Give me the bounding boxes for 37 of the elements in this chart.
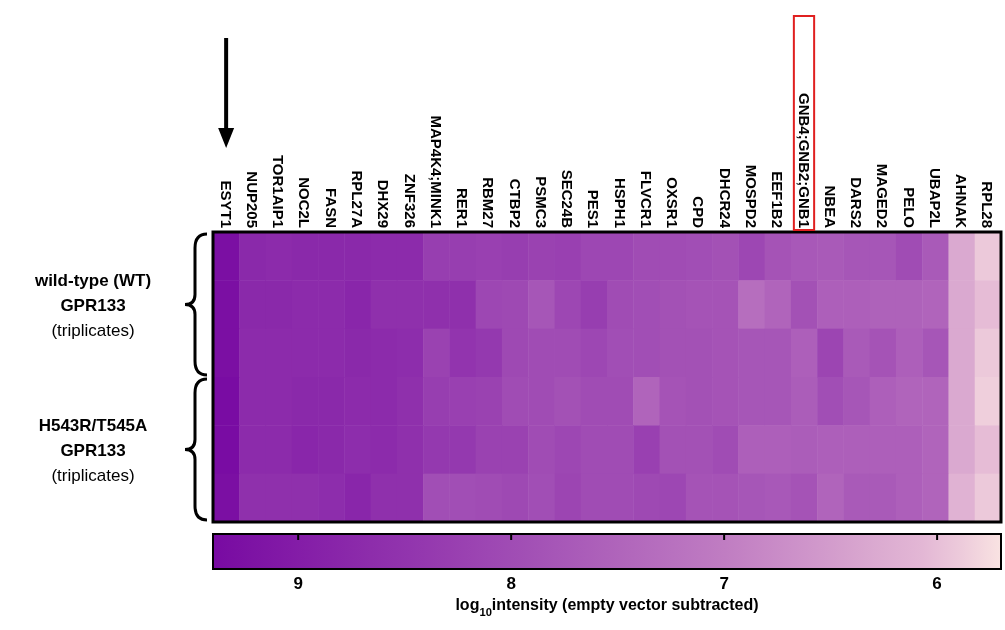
x-tick-label: MAP4K4;MINK1 bbox=[427, 115, 445, 228]
x-tick-label: RPL28 bbox=[979, 181, 997, 228]
x-tick-label: UBAP2L bbox=[926, 167, 944, 228]
x-tick-label: FASN bbox=[322, 187, 340, 228]
x-tick-label: EEF1B2 bbox=[769, 171, 787, 228]
x-tick-label: RPL27A bbox=[348, 170, 366, 229]
x-tick-label: RBM27 bbox=[480, 177, 498, 228]
color-bar-title: log$_{10}$intensity (empty vector subtracted) bbox=[455, 596, 759, 618]
text: H543R/T545A GPR133 (triplicates) bbox=[38, 415, 148, 485]
x-tick-label: DHX29 bbox=[375, 179, 393, 228]
x-tick-label: TOR1AIP1 bbox=[270, 154, 288, 228]
x-tick-label: SEC24B bbox=[559, 169, 577, 229]
x-tick-label: ZNF326 bbox=[401, 173, 419, 228]
x-tick-label: MAGED2 bbox=[874, 163, 892, 228]
x-tick-label: NUP205 bbox=[243, 171, 261, 228]
color-bar-label: 8 bbox=[506, 574, 516, 593]
x-tick-label: ESYT1 bbox=[217, 180, 235, 228]
x-tick-label: CTBP2 bbox=[506, 178, 524, 228]
x-tick-label: NOC2L bbox=[296, 177, 314, 228]
x-tick-label: HSPH1 bbox=[611, 177, 629, 228]
x-tick-label: RER1 bbox=[454, 187, 472, 228]
x-tick-label: GNB4;GNB2;GNB1 bbox=[795, 92, 813, 228]
x-tick-label: OXSR1 bbox=[664, 177, 682, 228]
x-tick-label: PELO bbox=[900, 187, 918, 229]
color-bar-label: 9 bbox=[293, 574, 303, 593]
x-tick-label: CPD bbox=[690, 196, 708, 229]
x-tick-label: PSMC3 bbox=[532, 176, 550, 228]
x-tick-label: PES1 bbox=[585, 189, 603, 228]
x-tick-label: DARS2 bbox=[848, 177, 866, 228]
x-tick-label: MOSPD2 bbox=[742, 164, 760, 228]
color-bar-label: 7 bbox=[719, 574, 729, 593]
x-tick-label: FLVCR1 bbox=[637, 170, 655, 228]
x-tick-label: AHNAK bbox=[953, 173, 971, 229]
x-tick-label: NBEA bbox=[821, 185, 839, 229]
x-tick-label: DHCR24 bbox=[716, 167, 734, 229]
color-bar-label: 6 bbox=[932, 574, 942, 593]
text: wild-type (WT) GPR133 (triplicates) bbox=[33, 270, 152, 340]
